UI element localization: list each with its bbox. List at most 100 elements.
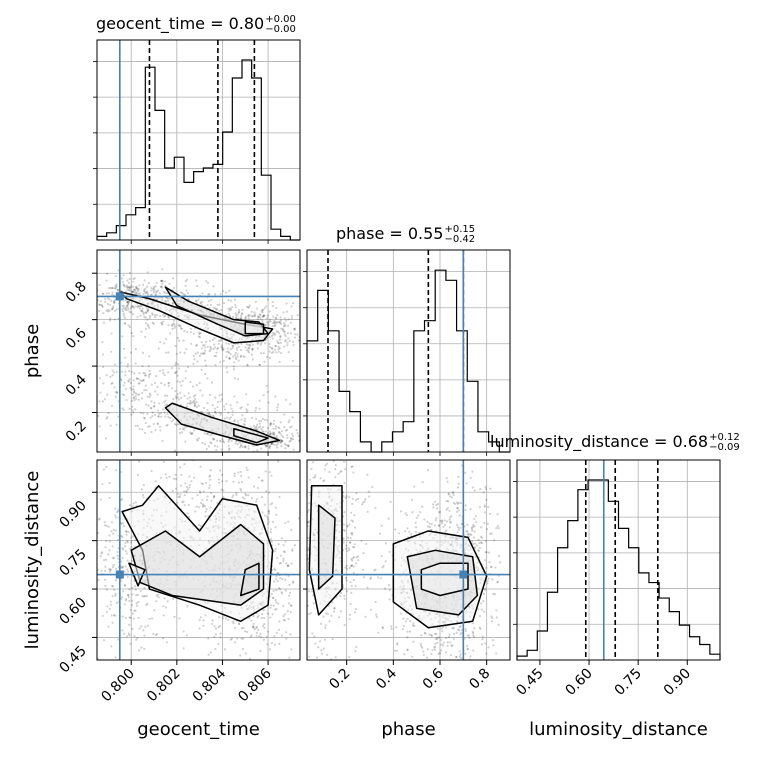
sample-point: [438, 652, 442, 655]
sample-point: [362, 576, 366, 579]
sample-point: [141, 428, 144, 431]
sample-point: [213, 337, 216, 340]
sample-point: [273, 635, 276, 638]
sample-point: [122, 548, 125, 551]
sample-point: [106, 605, 109, 608]
sample-point: [165, 403, 168, 406]
sample-point: [121, 393, 124, 396]
sample-point: [211, 622, 214, 625]
sample-point: [250, 314, 253, 317]
sample-point: [188, 402, 191, 405]
sample-point: [134, 501, 137, 504]
sample-point: [436, 502, 440, 506]
sample-point: [98, 303, 101, 306]
sample-point: [99, 498, 103, 501]
sample-point: [466, 648, 469, 651]
sample-point: [335, 457, 337, 459]
sample-point: [455, 631, 458, 634]
sample-point: [268, 491, 271, 494]
sample-point: [422, 653, 425, 657]
sample-point: [404, 512, 407, 515]
sample-point: [131, 505, 134, 508]
sample-point: [83, 535, 85, 537]
sample-point: [236, 420, 240, 423]
sample-point: [286, 652, 288, 654]
sample-point: [108, 549, 111, 552]
sample-point: [209, 491, 213, 495]
sample-point: [285, 302, 288, 305]
sample-point: [204, 614, 207, 617]
sample-point: [499, 561, 502, 564]
sample-point: [250, 619, 253, 622]
sample-point: [186, 402, 189, 405]
sample-point: [246, 403, 249, 406]
sample-point: [234, 442, 237, 445]
sample-point: [216, 347, 219, 351]
sample-point: [279, 316, 282, 319]
sample-point: [284, 540, 287, 543]
sample-point: [420, 634, 423, 637]
sample-point: [94, 634, 96, 636]
sample-point: [148, 432, 150, 434]
sample-point: [190, 432, 193, 436]
sample-point: [229, 308, 233, 311]
sample-point: [161, 268, 164, 271]
sample-point: [308, 478, 312, 482]
sample-point: [151, 312, 154, 315]
sample-point: [189, 402, 192, 405]
sample-point: [247, 476, 250, 479]
sample-point: [293, 327, 296, 330]
sample-point: [374, 600, 377, 604]
sample-point: [114, 592, 117, 596]
sample-point: [138, 427, 141, 431]
sample-point: [212, 495, 216, 498]
sample-point: [351, 465, 354, 468]
sample-point: [282, 604, 285, 608]
sample-point: [304, 336, 306, 338]
sample-point: [411, 624, 415, 627]
sample-point: [275, 631, 278, 634]
sample-point: [156, 393, 159, 396]
sample-point: [350, 465, 353, 468]
sample-point: [197, 335, 201, 338]
sample-point: [167, 299, 170, 302]
sample-point: [101, 483, 104, 486]
sample-point: [345, 590, 348, 593]
sample-point: [235, 314, 238, 317]
sample-point: [263, 626, 266, 629]
sample-point: [277, 602, 280, 605]
sample-point: [266, 630, 270, 633]
sample-point: [282, 557, 285, 560]
sample-point: [208, 484, 211, 487]
sample-point: [220, 398, 224, 401]
sample-point: [289, 321, 292, 324]
sample-point: [486, 522, 489, 525]
sample-point: [271, 331, 274, 334]
sample-point: [266, 321, 269, 324]
sample-point: [447, 635, 450, 639]
sample-point: [238, 345, 241, 348]
sample-point: [132, 396, 136, 399]
sample-point: [268, 446, 271, 450]
sample-point: [174, 371, 177, 374]
sample-point: [395, 642, 399, 645]
sample-point: [100, 552, 103, 555]
sample-point: [445, 508, 448, 511]
sample-point: [133, 399, 136, 402]
sample-point: [236, 346, 239, 350]
sample-point: [438, 524, 441, 527]
sample-point: [159, 285, 163, 288]
sample-point: [166, 297, 170, 300]
sample-point: [456, 502, 460, 505]
sample-point: [270, 351, 274, 355]
sample-point: [264, 708, 266, 710]
sample-point: [206, 345, 209, 349]
sample-point: [186, 331, 189, 334]
sample-point: [399, 612, 402, 615]
sample-point: [497, 527, 500, 530]
sample-point: [278, 431, 281, 434]
sample-point: [284, 324, 287, 328]
sample-point: [164, 404, 167, 407]
sample-point: [242, 626, 245, 630]
sample-point: [98, 400, 101, 403]
